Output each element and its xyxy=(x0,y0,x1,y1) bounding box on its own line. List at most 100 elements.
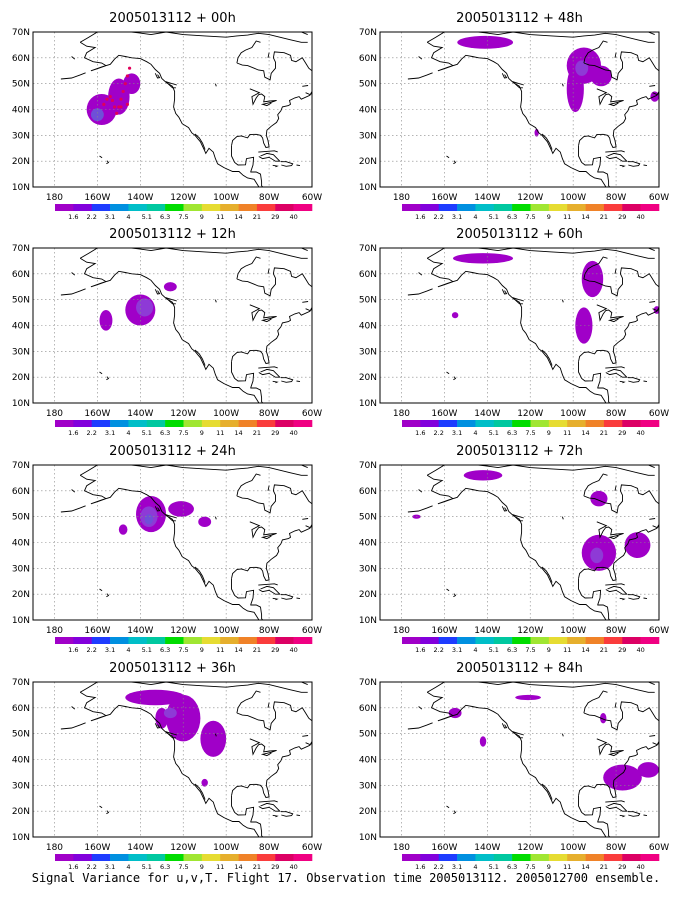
colorbar-swatch xyxy=(475,420,495,427)
colorbar-label: 11 xyxy=(563,863,571,871)
colorbar-label: 21 xyxy=(253,863,261,871)
flight-track-point xyxy=(119,105,123,109)
panel-title: 2005013112 + 12h xyxy=(109,227,236,242)
colorbar-label: 29 xyxy=(618,429,626,437)
lat-tick-label: 50N xyxy=(359,80,377,90)
colorbar-swatch xyxy=(567,204,586,211)
lon-tick-label: 100W xyxy=(213,409,239,419)
flight-track-point xyxy=(102,102,106,106)
map-panel: 2005013112 + 60h 10N 20N 30N 40N 50N 60N 70N 180… xyxy=(359,227,669,437)
coastline xyxy=(236,256,261,280)
lon-tick-label: 140W xyxy=(474,626,500,636)
colorbar-swatch xyxy=(548,854,568,861)
colorbar-label: 21 xyxy=(253,213,261,221)
flight-track-point xyxy=(127,66,132,70)
coastline xyxy=(561,516,564,520)
lon-tick-label: 100W xyxy=(213,626,239,636)
lon-tick-label: 140W xyxy=(474,409,500,419)
coastline xyxy=(71,706,76,710)
colorbar-label: 7.5 xyxy=(178,863,188,871)
colorbar-label: 2.2 xyxy=(87,646,97,654)
colorbar-swatch xyxy=(548,420,568,427)
colorbar-label: 4 xyxy=(473,213,477,221)
colorbar-swatch xyxy=(73,204,93,211)
lon-tick-label: 160W xyxy=(84,193,110,203)
colorbar-swatch xyxy=(603,854,623,861)
map-panel: 2005013112 + 24h 10N 20N 30N 40N 50N 60N 70N 180… xyxy=(12,444,322,654)
coastline xyxy=(154,73,161,79)
coastline xyxy=(578,524,659,581)
lon-tick-label: 180 xyxy=(46,193,63,203)
lon-tick-label: 120W xyxy=(170,193,196,203)
map-panel: 2005013112 + 00h 10N 20N 30N 40N 50N 60N 70N 180… xyxy=(12,11,322,221)
coastline xyxy=(296,164,301,167)
flight-track-point xyxy=(125,74,130,78)
coastline xyxy=(79,474,260,620)
lon-tick-label: 80W xyxy=(606,409,626,419)
coastline xyxy=(453,593,457,598)
variance-area xyxy=(637,762,659,778)
colorbar-label: 2.2 xyxy=(87,863,97,871)
map-content xyxy=(380,465,659,620)
coastline xyxy=(652,742,659,745)
coastline xyxy=(643,597,648,600)
colorbar-label: 11 xyxy=(216,863,224,871)
coastline xyxy=(501,723,508,729)
colorbar-swatch xyxy=(55,637,74,644)
lat-tick-label: 50N xyxy=(12,730,30,740)
coastline xyxy=(214,83,217,87)
map-panel: 2005013112 + 84h 10N 20N 30N 40N 50N 60N 70N 180… xyxy=(359,661,669,871)
coastline xyxy=(236,473,261,497)
coastline xyxy=(302,85,309,87)
coastline xyxy=(596,738,624,757)
colorbar-label: 2.2 xyxy=(434,646,444,654)
colorbar-swatch xyxy=(640,854,660,861)
lon-tick-label: 120W xyxy=(517,409,543,419)
lon-tick-label: 60W xyxy=(302,193,322,203)
coastline xyxy=(249,738,277,757)
lon-tick-label: 160W xyxy=(431,626,457,636)
colorbar-label: 4 xyxy=(473,646,477,654)
colorbar-swatch xyxy=(183,637,203,644)
colorbar-label: 29 xyxy=(271,213,279,221)
colorbar-label: 3.1 xyxy=(105,646,115,654)
colorbar-label: 6.3 xyxy=(160,646,170,654)
coastline xyxy=(305,525,312,528)
flight-track-point xyxy=(112,105,117,109)
variance-area xyxy=(163,282,177,292)
colorbar-label: 1.6 xyxy=(68,429,78,437)
variance-area xyxy=(201,778,208,787)
map-panel: 2005013112 + 36h 10N 20N 30N 40N 50N 60N 70N 180… xyxy=(12,661,322,871)
colorbar-label: 40 xyxy=(637,863,645,871)
coastline xyxy=(302,735,309,737)
colorbar-label: 21 xyxy=(600,429,608,437)
lon-tick-label: 180 xyxy=(393,193,410,203)
coastline xyxy=(652,308,659,311)
coastline xyxy=(426,465,655,476)
lat-tick-label: 60N xyxy=(12,54,30,64)
colorbar-label: 9 xyxy=(200,213,204,221)
colorbar-label: 6.3 xyxy=(507,646,517,654)
flight-track-point xyxy=(121,89,125,94)
lat-tick-label: 30N xyxy=(12,564,30,574)
colorbar-label: 9 xyxy=(200,863,204,871)
coastline xyxy=(426,248,655,259)
colorbar-swatch xyxy=(128,854,148,861)
variance-area xyxy=(452,253,514,264)
colorbar-label: 40 xyxy=(290,429,298,437)
colorbar-swatch xyxy=(183,854,203,861)
coastline xyxy=(583,40,608,64)
lat-tick-label: 50N xyxy=(12,296,30,306)
variance-area xyxy=(575,307,593,344)
colorbar-label: 5.1 xyxy=(142,646,152,654)
colorbar-label: 1.6 xyxy=(68,646,78,654)
coastline xyxy=(79,465,308,476)
lat-tick-label: 10N xyxy=(359,616,377,626)
coastline xyxy=(79,682,308,693)
coastline xyxy=(605,150,625,153)
colorbar-label: 2.2 xyxy=(434,429,444,437)
coastline xyxy=(214,299,217,303)
lat-tick-label: 10N xyxy=(359,183,377,193)
coastline xyxy=(619,597,626,601)
colorbar-swatch xyxy=(220,637,239,644)
